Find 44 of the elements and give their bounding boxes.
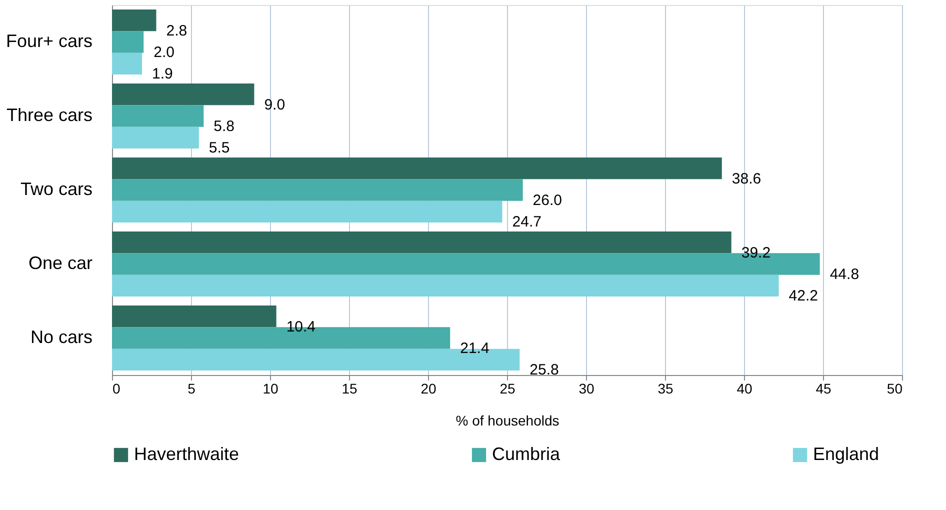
data-label: 9.0	[264, 96, 286, 114]
x-tick-label: 35	[658, 380, 674, 396]
y-tick-label: Two cars	[20, 179, 92, 199]
bar	[112, 200, 502, 223]
bar	[112, 52, 142, 75]
bar	[112, 126, 199, 149]
bar	[112, 83, 254, 106]
x-tick-label: 5	[188, 380, 196, 396]
x-tick-label: 25	[500, 380, 516, 396]
legend-label: Haverthwaite	[134, 444, 240, 464]
bar	[112, 9, 156, 32]
y-tick-label: No cars	[30, 327, 92, 347]
bar	[112, 105, 204, 127]
x-tick-label: 45	[816, 380, 832, 396]
bar	[112, 31, 144, 53]
bar	[112, 274, 779, 297]
x-tick-label: 20	[420, 380, 436, 396]
x-tick-label: 0	[112, 380, 120, 396]
bar	[112, 179, 523, 201]
bar	[112, 157, 722, 180]
x-tick-label: 15	[342, 380, 358, 396]
data-label: 2.0	[154, 44, 174, 61]
x-tick-label: 30	[578, 380, 594, 396]
x-tick-label: 50	[886, 380, 903, 396]
data-label: 24.7	[512, 214, 542, 231]
bar	[112, 305, 276, 328]
data-label: 42.2	[788, 288, 818, 305]
data-label: 1.9	[152, 66, 173, 83]
x-axis-title: % of households	[456, 412, 560, 428]
legend-label: Cumbria	[492, 444, 562, 464]
data-label: 26.0	[532, 192, 562, 209]
data-label: 2.8	[166, 22, 188, 40]
data-label: 5.5	[208, 140, 230, 157]
x-tick-label: 40	[736, 380, 752, 396]
data-label: 5.8	[214, 118, 234, 135]
y-tick-label: One car	[28, 253, 93, 273]
x-tick-label: 10	[262, 380, 278, 396]
legend-label: England	[813, 444, 880, 464]
data-label: 25.8	[530, 362, 559, 379]
data-label: 38.6	[732, 170, 762, 188]
y-tick-label: Four+ cars	[6, 31, 92, 51]
y-tick-label: Three cars	[6, 105, 92, 125]
data-label: 44.8	[830, 266, 860, 283]
bar	[112, 231, 732, 254]
